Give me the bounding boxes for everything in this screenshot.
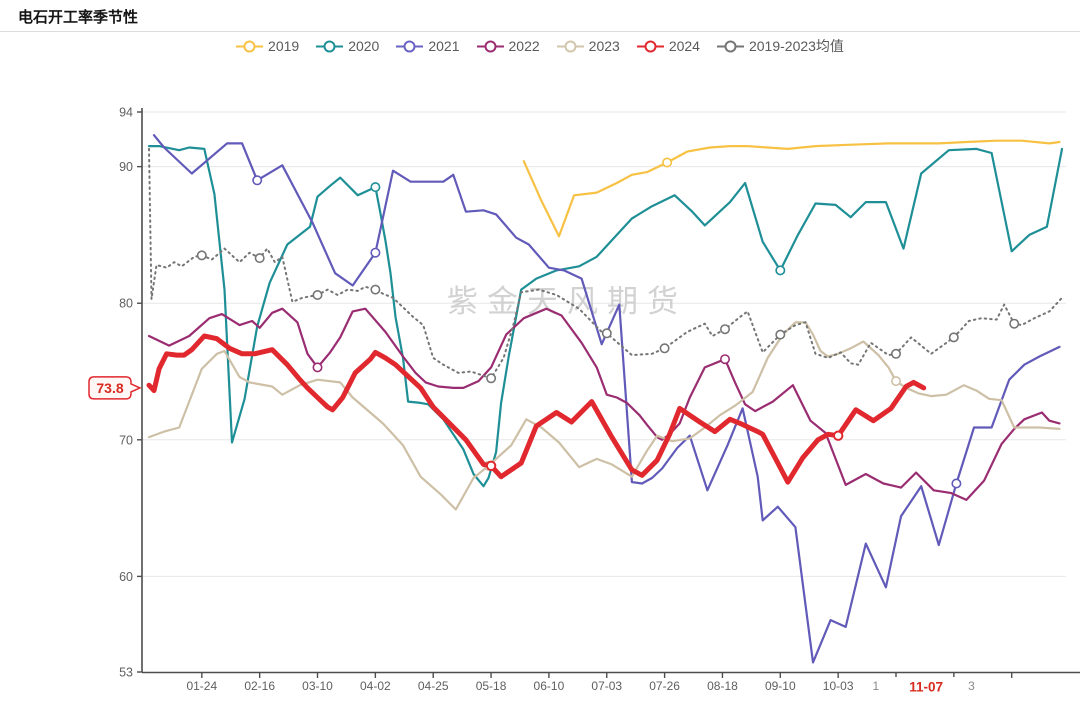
legend-item-2022[interactable]: 2022: [476, 38, 540, 54]
series-line-2019[interactable]: [522, 139, 1061, 238]
x-tick-label: 07-26: [649, 679, 680, 693]
series-marker-2022[interactable]: [719, 354, 730, 365]
y-tick-label: 80: [119, 297, 133, 311]
series-line-2021[interactable]: [152, 134, 1061, 664]
legend-label: 2019: [268, 38, 300, 54]
series-line-2024[interactable]: [146, 333, 927, 485]
legend-marker-icon: [636, 40, 664, 52]
x-tick-label: 04-25: [418, 679, 449, 693]
series-marker-2019-2023均值[interactable]: [370, 284, 381, 295]
series-marker-2023[interactable]: [890, 376, 901, 387]
current-value-badge: [88, 376, 142, 400]
legend-marker-icon: [476, 40, 504, 52]
x-tick-label: 01-24: [186, 679, 217, 693]
series-marker-2019-2023均值[interactable]: [1009, 318, 1020, 329]
x-tick-label: 05-18: [476, 679, 507, 693]
series-marker-2020[interactable]: [775, 265, 786, 276]
series-marker-2019-2023均值[interactable]: [486, 373, 497, 384]
legend-label: 2020: [348, 38, 380, 54]
legend-label: 2022: [508, 38, 540, 54]
y-tick-label: 60: [119, 570, 133, 584]
legend-label: 2024: [668, 38, 700, 54]
series-marker-2019-2023均值[interactable]: [719, 324, 730, 335]
legend-item-2019-2023均值[interactable]: 2019-2023均值: [716, 36, 844, 56]
series-line-2022[interactable]: [147, 307, 1061, 501]
series-marker-2019-2023均值[interactable]: [254, 253, 265, 264]
x-tick-label: 10-03: [823, 679, 854, 693]
series-marker-2019-2023均值[interactable]: [890, 348, 901, 359]
series-marker-2019[interactable]: [662, 157, 673, 168]
series-line-2019-2023均值[interactable]: [148, 147, 1063, 380]
legend-label: 2019-2023均值: [748, 38, 844, 54]
watermark: 紫金天风期货: [447, 284, 687, 319]
series-marker-2022[interactable]: [312, 362, 323, 373]
series-marker-2024[interactable]: [485, 460, 497, 471]
y-tick-label: 53: [119, 666, 133, 680]
x-tick-label: 06-10: [534, 679, 565, 693]
legend-marker-icon: [556, 40, 584, 52]
series-marker-2021[interactable]: [951, 478, 962, 489]
y-tick-label: 94: [119, 106, 133, 120]
legend-label: 2021: [428, 38, 460, 54]
y-tick-label: 70: [119, 433, 133, 447]
legend-marker-icon: [716, 40, 744, 52]
highlight-x-label: 11-07: [909, 680, 943, 695]
x-tick-label: 03-10: [302, 679, 333, 693]
series-line-2023[interactable]: [147, 321, 1061, 511]
legend-item-2019[interactable]: 2019: [236, 38, 299, 54]
x-tick-label: 08-18: [707, 679, 738, 693]
legend-marker-icon: [396, 40, 424, 52]
chart-legend: 2019 2020 2021 2022 2023 2024 2019-2023均值: [0, 36, 1080, 56]
series-marker-2024[interactable]: [833, 430, 844, 441]
x-tick-label: 04-02: [360, 679, 391, 693]
x-tick-label-fragment: 1: [873, 679, 880, 693]
x-tick-label-fragment: 3: [968, 679, 975, 693]
legend-item-2020[interactable]: 2020: [316, 38, 379, 54]
legend-marker-icon: [316, 40, 344, 52]
series-marker-2019-2023均值[interactable]: [312, 289, 323, 300]
current-value-label: 73.8: [96, 380, 123, 396]
series-marker-2021[interactable]: [252, 175, 263, 186]
x-tick-label: 07-03: [591, 679, 622, 693]
legend-label: 2023: [588, 38, 620, 54]
series-marker-2019-2023均值[interactable]: [948, 332, 959, 343]
legend-item-2021[interactable]: 2021: [396, 38, 460, 54]
series-marker-2019-2023均值[interactable]: [601, 328, 612, 339]
page-title: 电石开工率季节性: [18, 9, 139, 26]
series-marker-2020[interactable]: [370, 182, 381, 193]
title-divider: [0, 31, 1080, 32]
legend-item-2024[interactable]: 2024: [636, 38, 700, 54]
x-tick-label: 02-16: [244, 679, 275, 693]
highlight-label-bg: [888, 677, 965, 696]
x-tick-label: 09-10: [765, 679, 796, 693]
y-tick-label: 90: [119, 160, 133, 174]
series-marker-2019-2023均值[interactable]: [196, 250, 207, 261]
legend-item-2023[interactable]: 2023: [556, 38, 620, 54]
series-marker-2019-2023均值[interactable]: [659, 343, 670, 354]
legend-marker-icon: [236, 40, 264, 52]
series-marker-2019-2023均值[interactable]: [775, 329, 786, 340]
series-marker-2021[interactable]: [370, 247, 381, 258]
